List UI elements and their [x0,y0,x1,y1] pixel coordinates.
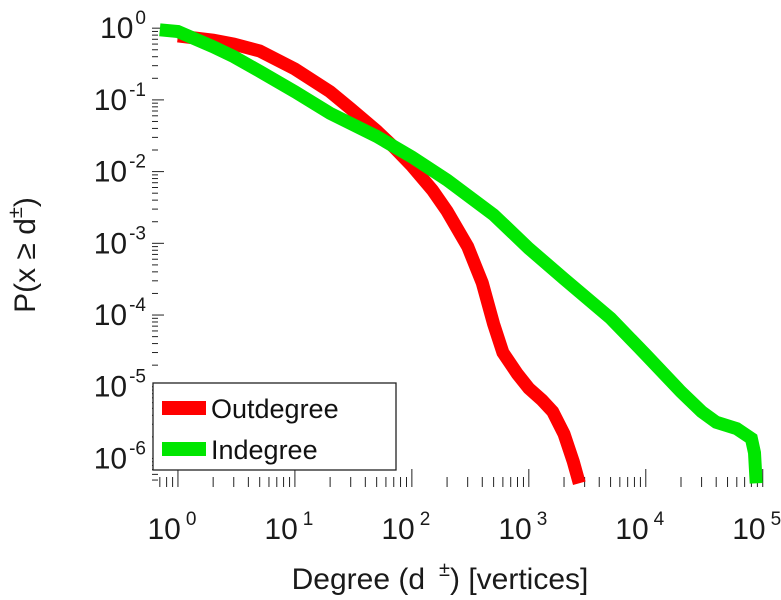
x-tick-exponent: 3 [537,509,548,530]
legend-label-outdegree: Outdegree [211,394,339,424]
series-lines [159,23,763,486]
legend: Outdegree Indegree [152,382,397,471]
y-tick-exponent: -6 [129,438,146,459]
y-tick-label: 10 -6 [94,438,146,475]
y-tick-exponent: -5 [129,367,146,388]
y-tick-base: 10 [94,227,127,260]
x-tick-exponent: 5 [771,509,781,530]
x-tick-label: 10 0 [147,509,196,546]
y-tick-label: 10 -1 [94,80,146,117]
y-tick-exponent: -2 [129,152,146,173]
x-tick-exponent: 1 [303,509,314,530]
y-tick-label: 10 -2 [94,152,146,189]
y-tick-exponent: 0 [135,8,146,29]
y-axis-label-sup: ± [5,207,27,218]
x-tick-label: 10 1 [264,509,313,546]
y-tick-base: 10 [94,156,127,189]
x-tick-label: 10 2 [381,509,430,546]
x-tick-exponent: 2 [420,509,431,530]
x-tick-base: 10 [264,513,297,546]
x-tick-base: 10 [498,513,531,546]
y-axis-label-main: P(x ≥ d [9,218,42,313]
y-tick-label: 10 -5 [94,367,146,404]
y-tick-base: 10 [94,84,127,117]
x-tick-exponent: 0 [186,509,197,530]
x-tick-base: 10 [147,513,180,546]
y-tick-label: 10 -3 [94,223,146,260]
x-tick-label: 10 5 [732,509,781,546]
axis-ticks [152,27,764,487]
series-line-indegree [159,23,763,484]
y-tick-base: 10 [94,442,127,475]
y-tick-base: 10 [100,12,133,45]
x-tick-exponent: 4 [654,509,665,530]
y-tick-base: 10 [94,371,127,404]
y-tick-label: 10 0 [100,8,146,45]
y-tick-base: 10 [94,299,127,332]
x-tick-label: 10 4 [615,509,664,546]
y-tick-exponent: -3 [129,223,146,244]
x-axis-label-main: Degree (d [292,563,425,596]
x-tick-label: 10 3 [498,509,547,546]
x-tick-base: 10 [381,513,414,546]
y-tick-label: 10 -4 [94,295,147,332]
x-axis-label: Degree (d ±) [vertices] [292,559,589,596]
x-axis-label-rest: ) [vertices] [450,563,588,596]
y-tick-exponent: -4 [129,295,146,316]
x-tick-base: 10 [732,513,765,546]
y-tick-exponent: -1 [129,80,146,101]
legend-label-indegree: Indegree [211,435,318,465]
y-axis-label-rest: ) [9,197,42,207]
x-axis-label-sup: ± [439,559,450,581]
series-line-outdegree [177,29,586,486]
x-tick-base: 10 [615,513,648,546]
y-axis-label: P(x ≥ d±) [5,197,42,313]
tick-labels: 10 010 -110 -210 -310 -410 -510 -610 0 10 1 10 2 10 3 1… [94,8,781,546]
